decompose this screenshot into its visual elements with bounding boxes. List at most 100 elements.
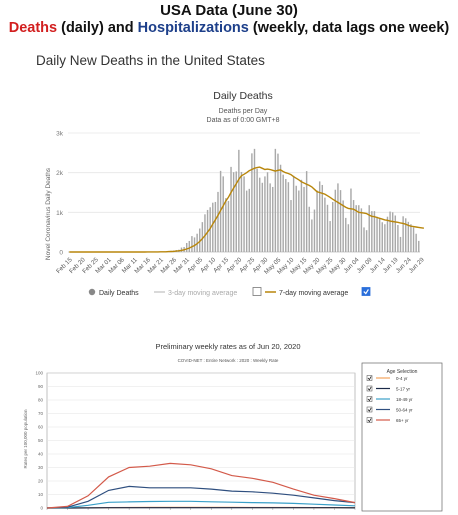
daily-death-bar bbox=[358, 205, 360, 252]
daily-death-bar bbox=[277, 153, 279, 252]
daily-death-bar bbox=[410, 224, 412, 252]
daily-death-bar bbox=[188, 240, 191, 252]
daily-death-bar bbox=[389, 211, 391, 252]
daily-death-bar bbox=[253, 148, 256, 252]
daily-death-bar bbox=[272, 186, 274, 252]
deaths-y-axis-label: Novel Coronavirus Daily Deaths bbox=[45, 167, 52, 260]
daily-death-bar bbox=[405, 218, 407, 252]
daily-death-bar bbox=[329, 221, 331, 252]
daily-death-bar bbox=[334, 189, 337, 252]
age-selection-legend: Age Selection 0-4 yr 5-17 yr 18-49 yr 50-64… bbox=[361, 362, 443, 512]
legend-checkbox[interactable] bbox=[366, 406, 373, 413]
daily-death-bar bbox=[378, 218, 381, 252]
daily-death-bar bbox=[248, 188, 250, 252]
daily-death-bar bbox=[415, 233, 417, 252]
deaths-x-tick-label: Jun 29 bbox=[408, 256, 426, 274]
checkmark-icon bbox=[367, 418, 372, 423]
daily-death-bar bbox=[397, 225, 399, 252]
deaths-y-tick-label: 0 bbox=[59, 250, 63, 257]
legend-item[interactable]: 0-4 yr bbox=[366, 375, 408, 381]
daily-death-bar bbox=[368, 205, 370, 252]
subtitle-hospitalizations: Hospitalizations bbox=[137, 20, 249, 36]
legend-label: 65+ yr bbox=[396, 418, 409, 423]
legend-3day-average: 3-day moving average bbox=[168, 290, 237, 297]
hosp-y-tick-label: 0 bbox=[40, 506, 43, 511]
daily-death-bar bbox=[394, 215, 397, 252]
daily-death-bar bbox=[321, 184, 324, 252]
daily-death-bar bbox=[266, 172, 269, 252]
legend-item[interactable]: 65+ yr bbox=[366, 417, 409, 423]
daily-death-bar bbox=[214, 201, 217, 252]
legend-item[interactable]: 5-17 yr bbox=[366, 385, 411, 392]
hosp-y-tick-label: 70 bbox=[38, 411, 44, 416]
hosp-chart-title: Preliminary weekly rates as of Jun 20, 2… bbox=[155, 342, 300, 351]
daily-death-bar bbox=[232, 172, 235, 252]
daily-death-bar bbox=[305, 171, 308, 252]
checkmark-icon bbox=[367, 376, 372, 381]
legend-checkbox[interactable] bbox=[366, 385, 373, 392]
legend-checkbox[interactable] bbox=[366, 396, 373, 402]
daily-death-bar bbox=[360, 208, 363, 252]
checkmark-icon bbox=[363, 289, 369, 295]
daily-death-bar bbox=[295, 185, 297, 252]
hosp-y-axis-label: Rates per 100,000 population bbox=[23, 409, 28, 469]
daily-death-bar bbox=[287, 182, 290, 252]
daily-death-bar bbox=[399, 236, 402, 252]
daily-death-bar bbox=[298, 190, 300, 252]
daily-death-bar bbox=[350, 188, 352, 252]
hosp-series-line bbox=[46, 485, 356, 509]
legend-3day-checkbox[interactable] bbox=[252, 287, 262, 296]
checkmark-icon bbox=[367, 397, 372, 402]
daily-death-bar bbox=[318, 181, 321, 252]
daily-death-bar bbox=[240, 171, 243, 252]
daily-death-bar bbox=[355, 205, 357, 252]
legend-7day-checkbox[interactable] bbox=[361, 287, 371, 296]
daily-death-bar bbox=[243, 176, 245, 252]
deaths-legend: Daily Deaths 3-day moving average 7-day … bbox=[88, 287, 371, 297]
legend-item[interactable]: 50-64 yr bbox=[366, 406, 413, 413]
daily-death-bar bbox=[300, 179, 303, 252]
legend-daily-deaths-marker bbox=[88, 288, 96, 296]
hosp-y-tick-label: 90 bbox=[38, 384, 44, 389]
daily-death-bar bbox=[337, 183, 339, 252]
daily-death-bar bbox=[279, 164, 282, 252]
hosp-series-line bbox=[46, 500, 356, 509]
daily-death-bar bbox=[238, 149, 240, 252]
daily-death-bar bbox=[339, 190, 342, 252]
daily-death-bar bbox=[199, 228, 201, 252]
daily-death-bar bbox=[256, 168, 258, 252]
legend-box bbox=[361, 362, 443, 512]
daily-death-bar bbox=[204, 214, 206, 252]
daily-death-bar bbox=[418, 240, 420, 252]
daily-death-bar bbox=[269, 183, 271, 252]
daily-death-bar bbox=[185, 242, 188, 252]
daily-death-bar bbox=[251, 153, 253, 252]
checkmark-icon bbox=[367, 386, 372, 391]
daily-death-bar bbox=[407, 221, 410, 252]
deaths-y-tick-label: 3k bbox=[56, 131, 64, 138]
daily-death-bar bbox=[274, 148, 277, 252]
daily-death-bar bbox=[245, 190, 248, 252]
subtitle-rest: (weekly, data lags one week) bbox=[248, 20, 450, 36]
daily-death-bar bbox=[282, 174, 284, 252]
hosp-y-tick-label: 50 bbox=[38, 438, 44, 443]
deaths-y-tick-label: 2k bbox=[56, 170, 64, 177]
checkmark-icon bbox=[367, 407, 372, 412]
daily-death-bar bbox=[363, 227, 365, 252]
legend-item[interactable]: 18-49 yr bbox=[366, 396, 413, 402]
hosp-y-tick-label: 80 bbox=[38, 398, 44, 403]
daily-death-bar bbox=[316, 190, 318, 252]
daily-death-bar bbox=[324, 197, 326, 252]
daily-death-bar bbox=[332, 202, 334, 252]
legend-checkbox[interactable] bbox=[366, 417, 373, 423]
daily-death-bar bbox=[217, 191, 219, 252]
daily-death-bar bbox=[402, 216, 404, 252]
daily-death-bar bbox=[342, 200, 344, 252]
legend-label: 5-17 yr bbox=[396, 386, 411, 391]
daily-death-bar bbox=[313, 209, 316, 252]
legend-title: Age Selection bbox=[387, 369, 418, 375]
daily-death-bar bbox=[365, 230, 368, 252]
daily-death-bar bbox=[303, 186, 305, 252]
legend-checkbox[interactable] bbox=[366, 375, 373, 381]
daily-death-bar bbox=[381, 222, 383, 252]
